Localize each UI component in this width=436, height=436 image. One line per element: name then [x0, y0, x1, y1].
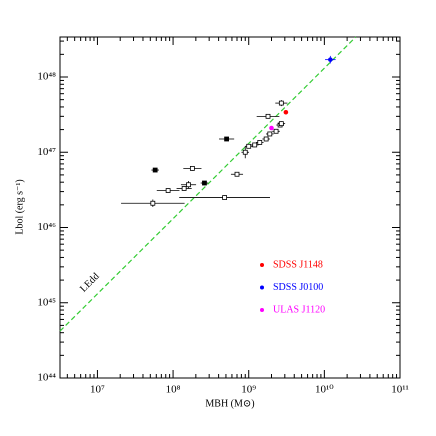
legend-marker — [260, 285, 264, 290]
data-point — [246, 143, 252, 149]
y-tick-label: 10⁴⁸ — [37, 71, 56, 83]
eddington-line — [59, 36, 357, 332]
data-point — [257, 140, 263, 145]
x-tick-label: 10⁹ — [241, 384, 256, 396]
data-point — [224, 136, 229, 142]
plot-frame — [59, 36, 401, 379]
x-axis-label: MBH (M⊙) — [205, 398, 254, 409]
data-point — [265, 113, 271, 119]
data-point — [242, 149, 248, 155]
y-axis-label: Lbol (erg s⁻¹) — [14, 179, 25, 234]
data-point — [186, 182, 191, 188]
y-tick-label: 10⁴⁵ — [37, 296, 56, 308]
data-point — [181, 186, 187, 191]
annotation: LEdd — [78, 271, 101, 294]
y-tick-label: 10⁴⁴ — [37, 372, 56, 384]
x-tick-label: 10¹¹ — [391, 384, 409, 396]
data-point — [252, 142, 258, 148]
data-point — [273, 128, 279, 134]
legend-label: SDSS J0100 — [273, 282, 323, 293]
data-point — [189, 166, 195, 171]
data-point — [234, 171, 240, 177]
data-point — [269, 125, 274, 131]
x-tick-label: 10¹⁰ — [315, 384, 334, 396]
data-point — [328, 57, 333, 62]
x-tick-label: 10⁷ — [90, 384, 105, 396]
data-point — [165, 188, 171, 193]
data-point — [222, 195, 228, 200]
legend-label: SDSS J1148 — [273, 259, 323, 270]
data-point — [278, 100, 284, 106]
data-point — [150, 200, 156, 206]
y-tick-label: 10⁴⁷ — [37, 146, 56, 158]
x-tick-label: 10⁸ — [166, 384, 181, 396]
legend-marker — [260, 308, 264, 312]
data-point — [283, 109, 289, 115]
y-tick-label: 10⁴⁶ — [37, 221, 56, 233]
legend-marker — [260, 263, 264, 267]
data-point — [152, 167, 158, 173]
data-point — [267, 131, 273, 137]
data-point — [278, 121, 284, 127]
legend-label: ULAS J1120 — [273, 304, 325, 315]
data-point — [202, 180, 207, 186]
data-point — [263, 136, 269, 142]
